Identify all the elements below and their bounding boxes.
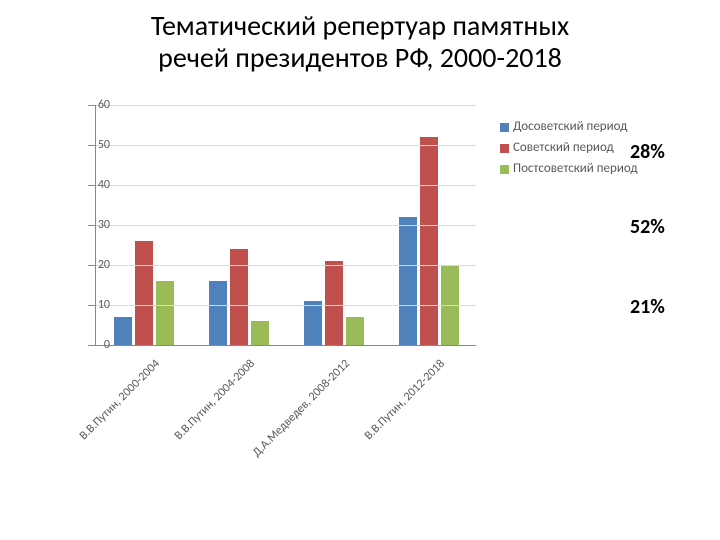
bar <box>304 301 322 345</box>
title-line-2: речей президентов РФ, 2000-2018 <box>158 40 562 75</box>
grid-line <box>96 145 476 146</box>
percent-label: 21% <box>630 295 665 319</box>
percent-label: 28% <box>630 140 665 164</box>
plot-area <box>95 105 476 346</box>
chart: 0102030405060В.В.Путин, 2000-2004В.В.Пут… <box>40 95 500 465</box>
legend: Досоветский период Советский период Постсо… <box>500 120 640 183</box>
bar <box>420 137 438 345</box>
legend-item: Советский период <box>500 141 640 156</box>
legend-swatch <box>500 144 509 153</box>
grid-line <box>96 185 476 186</box>
grid-line <box>96 265 476 266</box>
bar <box>209 281 227 345</box>
legend-label: Постсоветский период <box>513 162 638 177</box>
bar <box>251 321 269 345</box>
y-axis-label: 40 <box>80 178 110 192</box>
slide-title: Тематический репертуар памятных речей пр… <box>0 0 720 74</box>
y-axis-label: 50 <box>80 138 110 152</box>
bar <box>135 241 153 345</box>
legend-item: Досоветский период <box>500 120 640 135</box>
x-axis-label: В.В.Путин, 2004-2008 <box>149 357 258 466</box>
legend-swatch <box>500 123 509 132</box>
x-axis-label: В.В.Путин, 2012-2018 <box>339 357 448 466</box>
bar <box>325 261 343 345</box>
grid-line <box>96 105 476 106</box>
bar <box>230 249 248 345</box>
y-axis-label: 10 <box>80 298 110 312</box>
title-line-1: Тематический репертуар памятных <box>151 8 569 43</box>
y-axis-label: 30 <box>80 218 110 232</box>
grid-line <box>96 305 476 306</box>
percent-label: 52% <box>630 215 665 239</box>
bar <box>114 317 132 345</box>
x-axis-label: В.В.Путин, 2000-2004 <box>54 357 163 466</box>
grid-line <box>96 225 476 226</box>
x-axis-label: Д.А.Медведев, 2008-2012 <box>244 357 353 466</box>
y-axis-label: 0 <box>80 338 110 352</box>
legend-item: Постсоветский период <box>500 162 640 177</box>
bar <box>399 217 417 345</box>
bar <box>156 281 174 345</box>
bar <box>346 317 364 345</box>
legend-swatch <box>500 165 509 174</box>
y-axis-label: 20 <box>80 258 110 272</box>
y-axis-label: 60 <box>80 98 110 112</box>
legend-label: Досоветский период <box>513 120 627 135</box>
legend-label: Советский период <box>513 141 614 156</box>
